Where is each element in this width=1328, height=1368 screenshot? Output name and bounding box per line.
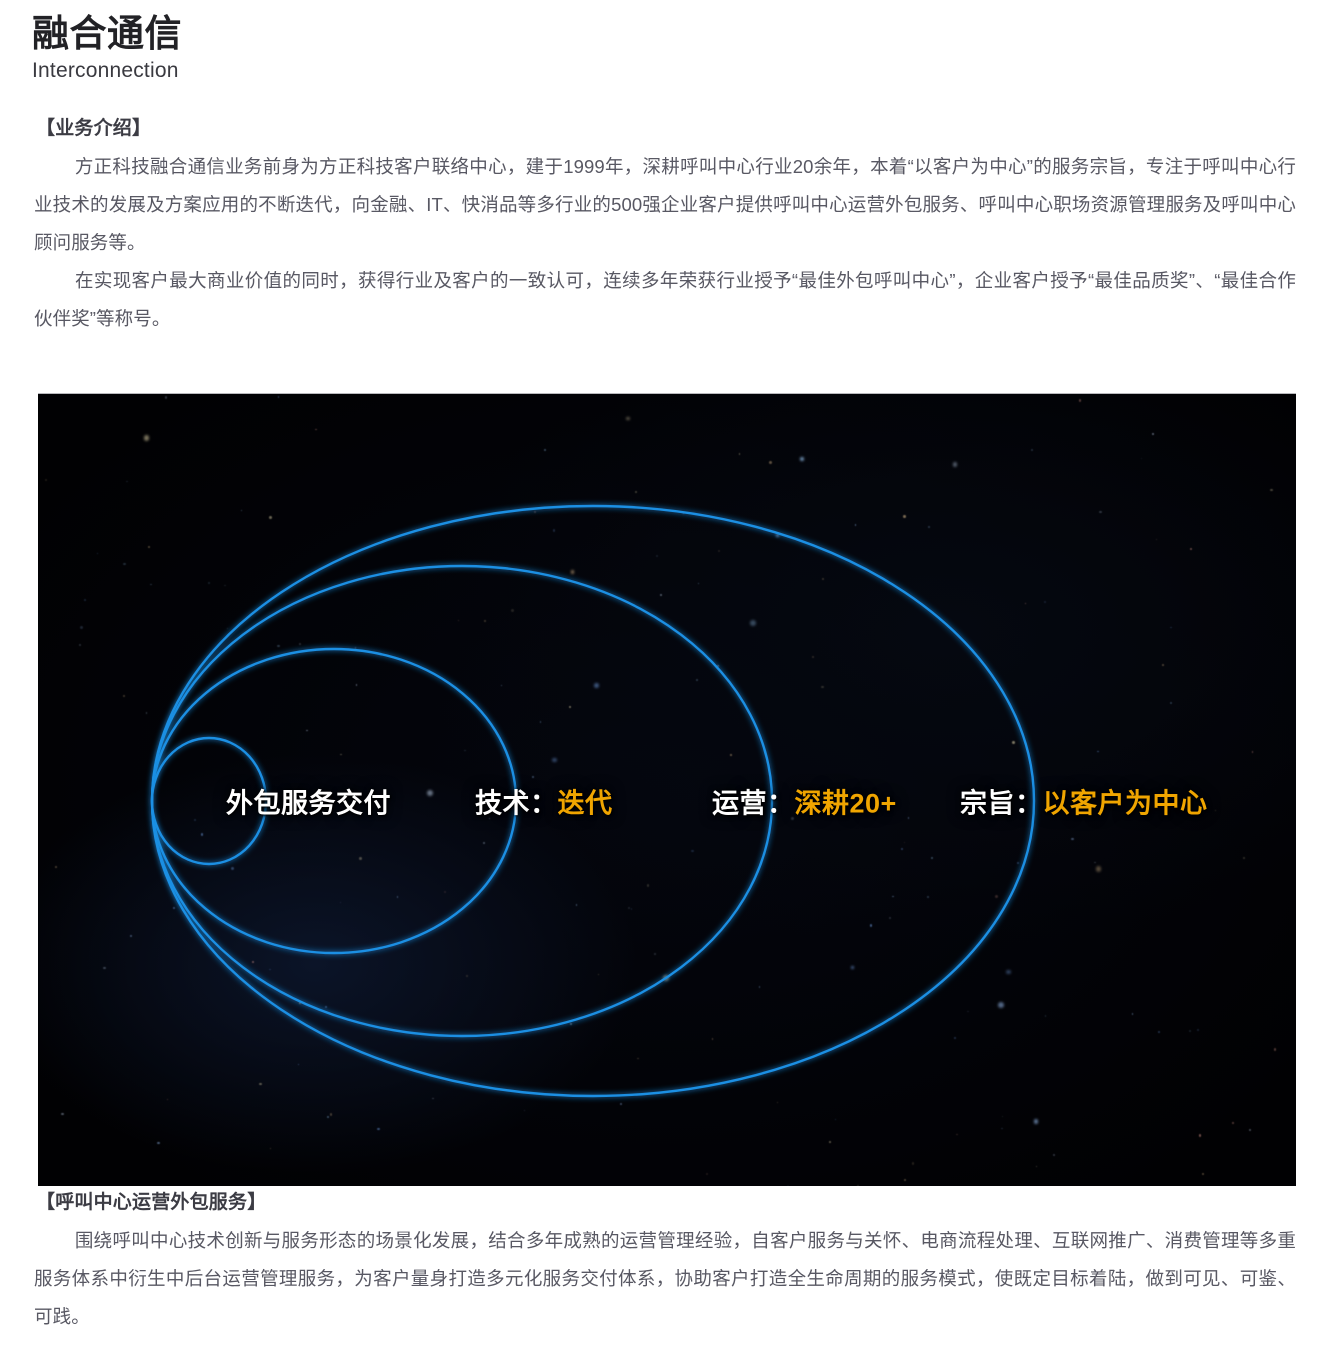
- diagram-label-4-sep: ：: [1015, 788, 1043, 819]
- intro-paragraph-2-text: 在实现客户最大商业价值的同时，获得行业及客户的一致认可，连续多年荣获行业授予“最…: [34, 270, 1296, 329]
- diagram-label-2-sep: ：: [530, 788, 558, 819]
- diagram-label-4-value: 以客户为中心: [1042, 788, 1208, 819]
- diagram-label-3-value: 深耕20+: [794, 788, 897, 819]
- ellipse-ring-4: [150, 504, 1036, 1098]
- ellipse-rings-svg: [150, 504, 1036, 1098]
- diagram-label-4-key: 宗旨: [960, 788, 1015, 819]
- diagram-label-3-key: 运营: [712, 788, 767, 819]
- intro-paragraph-1-text: 方正科技融合通信业务前身为方正科技客户联络中心，建于1999年，深耕呼叫中心行业…: [34, 156, 1296, 253]
- diagram-label-1-key: 外包服务交付: [226, 788, 391, 819]
- diagram-label-2: 技术：迭代: [475, 782, 613, 821]
- diagram-label-2-key: 技术: [475, 788, 530, 819]
- intro-paragraph-2: 在实现客户最大商业价值的同时，获得行业及客户的一致认可，连续多年荣获行业授予“最…: [34, 262, 1296, 338]
- page-title: 融合通信: [32, 13, 182, 54]
- diagram-label-1: 外包服务交付: [226, 782, 391, 821]
- service-paragraph-1-text: 围绕呼叫中心技术创新与服务形态的场景化发展，结合多年成熟的运营管理经验，自客户服…: [34, 1230, 1296, 1327]
- diagram-canvas: 外包服务交付 技术：迭代 运营：深耕20+ 宗旨：以客户为中心: [38, 394, 1296, 1186]
- diagram-label-3-sep: ：: [767, 788, 795, 819]
- diagram-label-4: 宗旨：以客户为中心: [960, 782, 1208, 821]
- diagram-label-2-value: 迭代: [557, 788, 613, 819]
- intro-paragraph-1: 方正科技融合通信业务前身为方正科技客户联络中心，建于1999年，深耕呼叫中心行业…: [34, 148, 1296, 262]
- page-subtitle: Interconnection: [32, 59, 179, 82]
- section-heading-intro: 【业务介绍】: [36, 118, 152, 139]
- page-header: 融合通信 Interconnection: [32, 12, 632, 85]
- service-paragraph-1: 围绕呼叫中心技术创新与服务形态的场景化发展，结合多年成熟的运营管理经验，自客户服…: [34, 1222, 1296, 1336]
- section-heading-service: 【呼叫中心运营外包服务】: [36, 1192, 267, 1213]
- diagram-label-3: 运营：深耕20+: [712, 782, 897, 821]
- concentric-ellipse-diagram: 外包服务交付 技术：迭代 运营：深耕20+ 宗旨：以客户为中心: [38, 393, 1296, 1186]
